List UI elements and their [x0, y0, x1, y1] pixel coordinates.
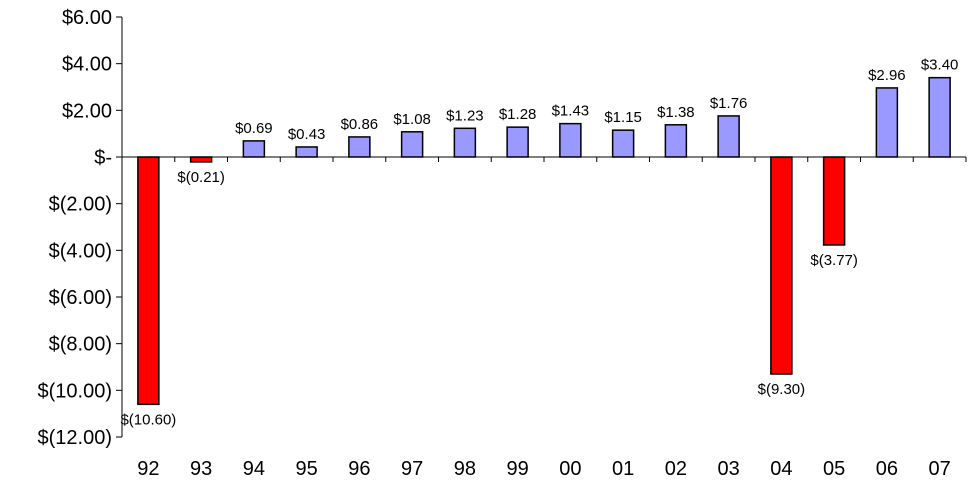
data-label: $1.15 [604, 109, 642, 126]
x-tick-label: 95 [296, 458, 318, 480]
x-tick-label: 96 [348, 458, 370, 480]
x-tick-label: 02 [665, 458, 687, 480]
y-tick-label: $2.00 [62, 100, 112, 122]
data-label: $0.69 [235, 120, 273, 137]
y-tick-label: $- [94, 147, 112, 169]
y-tick-label: $(2.00) [49, 194, 112, 216]
y-tick-label: $(4.00) [49, 240, 112, 262]
x-tick-label: 01 [612, 458, 634, 480]
data-label: $(10.60) [120, 411, 176, 428]
data-label: $(3.77) [810, 252, 858, 269]
bar [242, 140, 266, 158]
y-tick-label: $(6.00) [49, 287, 112, 309]
y-axis: $6.00 $4.00 $2.00 $- $(2.00) $(4.00) $(6.00) $(… [38, 7, 123, 449]
bar [295, 146, 318, 158]
bar [506, 126, 529, 158]
y-tick-label: $4.00 [62, 54, 112, 76]
data-label: $1.08 [393, 111, 431, 128]
data-label: $2.96 [868, 67, 906, 84]
y-tick-label: $6.00 [62, 7, 112, 29]
bar [928, 76, 951, 158]
x-tick-label: 00 [559, 458, 581, 480]
bar [875, 87, 899, 158]
y-tick-label: $(10.00) [38, 380, 113, 402]
bar [189, 156, 213, 163]
data-labels: $(10.60) $(0.21) $0.69 $0.43 $0.86 $1.08 $1.23… [120, 57, 958, 429]
bar [664, 124, 688, 158]
y-tick-label: $(12.00) [38, 427, 113, 449]
x-tick-label: 97 [401, 458, 423, 480]
x-axis: 92 93 94 95 96 97 98 99 00 01 02 03 04 05 06 07 [121, 156, 967, 480]
data-label: $1.38 [657, 104, 695, 121]
data-label: $1.28 [499, 106, 537, 123]
x-tick-label: 04 [770, 458, 792, 480]
bar [770, 156, 793, 375]
bar [717, 115, 740, 158]
y-tick-label: $(8.00) [49, 334, 112, 356]
x-tick-label: 98 [454, 458, 476, 480]
data-label: $1.43 [552, 103, 590, 120]
data-label: $(9.30) [758, 381, 806, 398]
bar [611, 129, 635, 158]
data-label: $1.76 [710, 95, 748, 112]
bar [559, 122, 582, 158]
x-tick-label: 05 [823, 458, 845, 480]
data-label: $0.86 [341, 116, 379, 133]
x-tick-label: 93 [190, 458, 212, 480]
x-tick-label: 99 [507, 458, 529, 480]
data-label: $1.23 [446, 107, 484, 124]
bars [137, 76, 951, 406]
x-tick-label: 07 [929, 458, 951, 480]
data-label: $(0.21) [177, 169, 225, 186]
x-tick-label: 94 [243, 458, 265, 480]
x-tick-label: 06 [876, 458, 898, 480]
bar [400, 131, 424, 158]
data-label: $3.40 [921, 57, 959, 74]
bar [137, 156, 160, 406]
data-label: $0.43 [288, 126, 326, 143]
x-tick-label: 92 [137, 458, 159, 480]
x-tick-label: 03 [718, 458, 740, 480]
bar [348, 136, 371, 158]
bar [453, 127, 477, 158]
bar [822, 156, 846, 246]
